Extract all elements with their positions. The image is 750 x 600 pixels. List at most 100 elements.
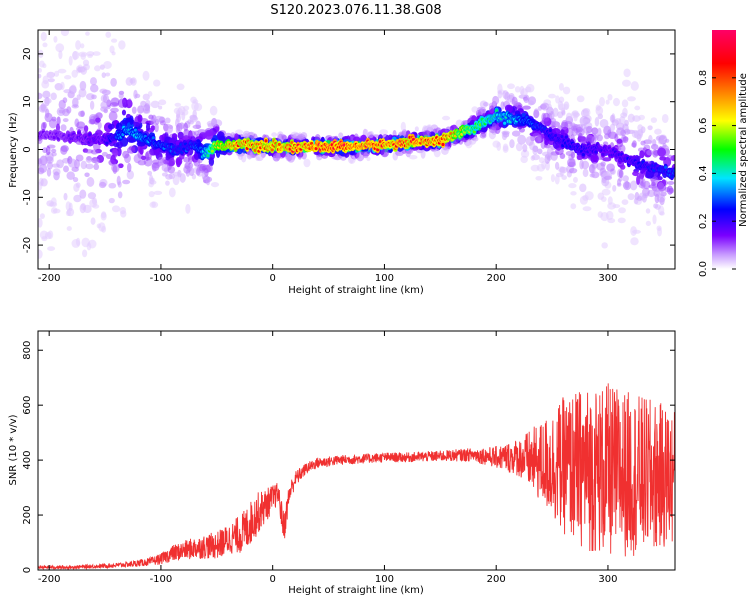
spectrogram-blob [63, 89, 72, 94]
spectrogram-blob [659, 156, 667, 161]
spectrogram-blob [195, 168, 201, 176]
spectrogram-blob [526, 83, 535, 93]
spectrogram-blob [573, 113, 578, 122]
spectrogram-blob [83, 204, 92, 214]
spectrogram-blob [627, 193, 635, 201]
spectrogram-blob [101, 211, 107, 219]
spectrogram-blob [84, 172, 90, 178]
spectrogram-blob [642, 147, 647, 153]
spectrogram-blob [60, 81, 65, 91]
spectrogram-blob [55, 123, 61, 132]
spectrogram-blob [629, 180, 638, 191]
spectrogram-blob [622, 175, 629, 182]
spectrogram-blob [544, 154, 551, 164]
spectrogram-ridge-core [594, 150, 598, 154]
spectrogram-blob [131, 121, 141, 128]
snr-marks [38, 383, 675, 570]
spectrogram-blob [656, 225, 662, 232]
spectrogram-blob [57, 68, 67, 74]
spectrogram-blob [646, 149, 654, 156]
spectrogram-blob [422, 130, 431, 137]
spectrogram-blob [542, 112, 550, 122]
spectrogram-blob [38, 249, 43, 259]
spectrogram-blob [51, 163, 60, 168]
spectrogram-blob [154, 123, 159, 133]
spectrogram-blob [361, 150, 371, 157]
spectrogram-blob [520, 155, 528, 164]
spectrogram-blob [204, 131, 214, 140]
spectrogram-blob [117, 181, 122, 188]
spectrogram-blob [295, 135, 305, 141]
spectrogram-blob [165, 174, 173, 180]
snr-xtick-label: 300 [598, 574, 617, 585]
spectrogram-blob [581, 160, 590, 170]
spectrogram-blob [109, 45, 115, 54]
spectrogram-ytick-label: 10 [22, 95, 33, 108]
snr-xtick-label: 0 [269, 574, 275, 585]
spectrogram-blob [99, 88, 108, 94]
spectrogram-blob [652, 149, 659, 158]
spectrogram-blob [191, 101, 199, 111]
spectrogram-blob [537, 148, 543, 155]
spectrogram-blob [87, 53, 93, 58]
spectrogram-ridge-core [277, 142, 281, 147]
snr-xtick-label: 100 [375, 574, 394, 585]
spectrogram-blob [338, 132, 344, 139]
spectrogram-blob [71, 239, 81, 248]
spectrogram-blob [667, 180, 675, 185]
spectrogram-blob [142, 93, 150, 101]
snr-series-line [38, 383, 675, 570]
spectrogram-blob [605, 99, 610, 105]
spectrogram-blob [151, 201, 156, 208]
snr-ylabel: SNR (10 * v/v) [8, 414, 19, 485]
spectrogram-blob [347, 155, 356, 164]
spectrogram-blob [654, 128, 662, 135]
spectrogram-blob [167, 165, 176, 174]
spectrogram-blob [80, 110, 85, 118]
spectrogram-blob [121, 109, 127, 116]
spectrogram-blob [115, 122, 123, 131]
spectrogram-blob [73, 194, 82, 203]
spectrogram-blob [555, 95, 560, 104]
spectrogram-blob [41, 236, 48, 242]
spectrogram-ridge-core [314, 147, 318, 151]
spectrogram-ytick-label: -20 [22, 237, 33, 253]
spectrogram-blob [379, 129, 388, 135]
spectrogram-blob [80, 65, 88, 75]
spectrogram-blob [638, 183, 646, 189]
spectrogram-blob [40, 178, 48, 187]
spectrogram-blob [55, 43, 65, 53]
spectrogram-blob [255, 152, 264, 162]
spectrogram-blob [475, 110, 482, 117]
spectrogram-blob [158, 99, 167, 106]
spectrogram-blob [605, 210, 614, 220]
snr-frame [37, 330, 676, 571]
spectrogram-blob [125, 77, 133, 86]
spectrogram-blob [91, 0, 97, 6]
spectrogram-blob [589, 173, 595, 178]
spectrogram-ridge-core [601, 152, 605, 156]
spectrogram-blob [111, 205, 121, 213]
spectrogram-blob [632, 229, 641, 234]
spectrogram-blob [441, 146, 449, 156]
spectrogram-blob [601, 242, 608, 249]
spectrogram-blob [206, 120, 216, 127]
spectrogram-blob [62, 108, 70, 117]
spectrogram-blob [151, 162, 160, 171]
spectrogram-blob [45, 145, 51, 156]
spectrogram-blob [541, 151, 551, 157]
spectrogram-blob [158, 105, 163, 110]
spectrogram-blob [96, 128, 101, 133]
spectrogram-blob [178, 122, 185, 130]
spectrogram-blob [159, 134, 164, 142]
spectrogram-blob [133, 89, 138, 100]
spectrogram-blob [527, 100, 534, 106]
spectrogram-blob [654, 193, 660, 204]
spectrogram-blob [97, 121, 102, 129]
spectrogram-blob [38, 167, 45, 175]
spectrogram-blob [645, 220, 652, 227]
spectrogram-blob [630, 81, 639, 91]
spectrogram-ridge-core [105, 141, 109, 145]
spectrogram-blob [168, 187, 176, 198]
spectrogram-blob [174, 102, 182, 107]
